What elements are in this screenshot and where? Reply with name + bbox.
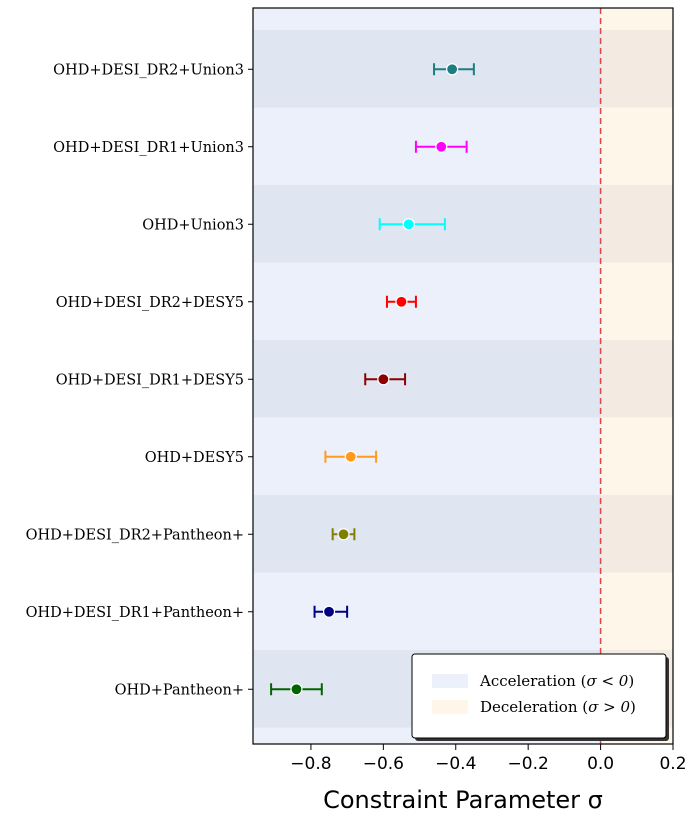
point-marker [395, 295, 408, 308]
y-axis-labels: OHD+DESI_DR2+Union3 OHD+DESI_DR1+Union3 OH… [26, 62, 253, 698]
errorbar-point [331, 528, 356, 541]
x-tick-label: 0.0 [587, 754, 614, 774]
row-band [253, 340, 673, 418]
errorbar-point [414, 140, 468, 153]
x-axis: −0.8 −0.6 −0.4 −0.2 0.0 0.2 [290, 744, 687, 774]
point-marker [435, 140, 448, 153]
errorbar-point [270, 683, 323, 696]
legend-swatch [432, 700, 468, 714]
y-tick-label: OHD+Union3 [142, 217, 244, 233]
point-marker [402, 218, 415, 231]
errorbar-point [433, 63, 475, 76]
y-tick-label: OHD+DESI_DR2+DESY5 [56, 295, 244, 311]
errorbar-point [378, 218, 446, 231]
plot-frame [252, 7, 674, 745]
y-tick-label: OHD+DESY5 [145, 450, 244, 466]
background-layer [253, 8, 673, 744]
y-tick-label: OHD+DESI_DR2+Union3 [53, 62, 244, 78]
legend-box [411, 653, 667, 739]
point-marker [322, 605, 336, 618]
errorbar-point [324, 450, 378, 463]
x-tick-label: −0.2 [508, 754, 549, 774]
y-tick-label: OHD+Pantheon+ [115, 682, 244, 698]
errorbar-point [364, 373, 407, 386]
errorbar-point [313, 605, 349, 618]
point-marker [377, 373, 390, 386]
row-band [253, 495, 673, 573]
point-marker [337, 528, 350, 541]
y-tick-label: OHD+DESI_DR1+Union3 [53, 140, 244, 156]
point-marker [344, 450, 357, 463]
y-tick-label: OHD+DESI_DR1+DESY5 [56, 372, 244, 388]
x-axis-title: Constraint Parameter σ [323, 786, 603, 814]
data-points [270, 63, 475, 696]
legend-label: Deceleration (σ > 0) [480, 698, 636, 716]
x-tick-label: −0.8 [290, 754, 331, 774]
region-acceleration [253, 8, 601, 744]
legend-swatch [432, 674, 468, 688]
legend: Acceleration (σ < 0) Deceleration (σ > 0) [411, 653, 669, 741]
region-deceleration [600, 8, 673, 744]
y-tick-label: OHD+DESI_DR1+Pantheon+ [26, 605, 244, 621]
row-band [253, 185, 673, 263]
errorbar-point [385, 295, 417, 308]
point-marker [446, 63, 459, 76]
x-tick-label: −0.4 [435, 754, 476, 774]
y-tick-label: OHD+DESI_DR2+Pantheon+ [26, 527, 244, 543]
row-bands [253, 30, 673, 728]
legend-label: Acceleration (σ < 0) [479, 672, 634, 690]
x-tick-label: −0.6 [363, 754, 404, 774]
x-tick-label: 0.2 [659, 754, 686, 774]
point-marker [290, 683, 303, 696]
